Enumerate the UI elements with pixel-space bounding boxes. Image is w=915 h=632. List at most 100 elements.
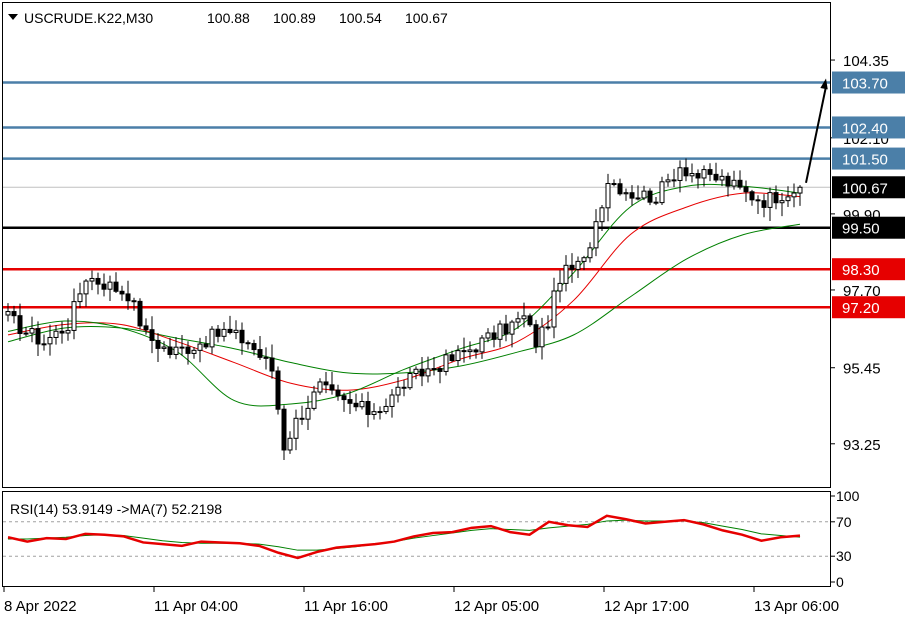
candle (581, 255, 587, 271)
candle (743, 180, 749, 203)
candle (659, 176, 665, 205)
candle (17, 303, 23, 342)
candle (731, 170, 737, 190)
candle (155, 333, 161, 363)
candle (779, 192, 785, 217)
candle (719, 169, 725, 187)
candle (215, 325, 221, 343)
candle (509, 319, 515, 348)
candle (797, 185, 803, 206)
candle (671, 168, 677, 188)
candle (683, 158, 689, 182)
candle (533, 319, 539, 354)
level-tag-98.30 (832, 258, 905, 281)
rsi-tick-label: 70 (836, 514, 852, 530)
candle (503, 314, 509, 342)
candle (629, 185, 635, 206)
candle (575, 256, 581, 278)
main-header: USCRUDE.K22,M30 100.88 100.89 100.54 100… (8, 10, 448, 26)
level-tag-text: 99.50 (842, 221, 880, 238)
candle (197, 337, 203, 363)
current-price-text: 100.67 (842, 180, 888, 197)
candle (293, 409, 299, 451)
ohlc-low: 100.54 (339, 10, 382, 26)
rsi-line (7, 514, 801, 560)
ohlc-open: 100.88 (207, 10, 250, 26)
candle (413, 366, 419, 380)
candle (209, 326, 215, 354)
candle (365, 391, 371, 428)
candle (737, 170, 743, 190)
y-tick-label: 97.70 (843, 283, 881, 300)
candle (299, 405, 305, 425)
candle (347, 390, 353, 415)
candle (179, 335, 185, 356)
candle (305, 395, 311, 431)
level-tag-text: 102.40 (842, 120, 888, 137)
candle (65, 318, 71, 341)
candle (281, 405, 287, 460)
candle (677, 160, 683, 193)
level-tag-97.20 (832, 296, 905, 319)
candle (173, 337, 179, 360)
candle (407, 367, 413, 390)
candle (59, 321, 65, 344)
candle (131, 297, 137, 311)
candle (563, 255, 569, 292)
candle (479, 334, 485, 359)
candle (461, 337, 467, 363)
current-price-tag (832, 176, 905, 199)
level-tag-text: 101.50 (842, 152, 888, 169)
level-tag-text: 98.30 (842, 262, 880, 279)
candle (203, 336, 209, 350)
candle (77, 282, 83, 309)
x-tick-label: 11 Apr 16:00 (304, 598, 388, 615)
candle (395, 377, 401, 403)
candle (587, 242, 593, 263)
candle (593, 209, 599, 257)
candle (41, 334, 47, 351)
y-tick-label: 104.35 (843, 53, 889, 70)
candle (89, 270, 95, 291)
candle (275, 366, 281, 415)
candle (149, 316, 155, 354)
candle (551, 277, 557, 339)
forecast-arrow (805, 86, 827, 183)
candle (473, 348, 479, 359)
candle (515, 311, 521, 329)
candle (251, 339, 257, 356)
candle (491, 325, 497, 348)
candle (71, 288, 77, 340)
main-panel-frame (2, 2, 831, 488)
candle (635, 185, 641, 201)
candle (653, 197, 659, 206)
candle (125, 280, 131, 310)
x-tick-label: 8 Apr 2022 (4, 598, 77, 615)
candle (317, 378, 323, 395)
candle (401, 379, 407, 397)
candle (191, 347, 197, 359)
candle (665, 173, 671, 187)
chevron-down-icon[interactable] (8, 14, 18, 20)
candle (185, 341, 191, 365)
candle (521, 302, 527, 328)
candle (701, 165, 707, 187)
level-tag-99.50 (832, 216, 905, 239)
candle (143, 318, 149, 335)
candle (83, 279, 89, 307)
rsi-header: RSI(14) 53.9149 ->MA(7) 52.2198 (10, 501, 222, 517)
candle (437, 366, 443, 384)
candle (569, 253, 575, 283)
arrow-head-icon (820, 78, 828, 90)
level-tag-103.70 (832, 71, 905, 94)
candle (647, 188, 653, 206)
candle (35, 321, 41, 357)
candle (449, 350, 455, 363)
candle (95, 272, 101, 295)
rsi-tick-label: 100 (836, 488, 860, 504)
ma-fast-line (7, 183, 801, 407)
candle (467, 341, 473, 360)
candle (47, 324, 53, 356)
candle (425, 356, 431, 383)
